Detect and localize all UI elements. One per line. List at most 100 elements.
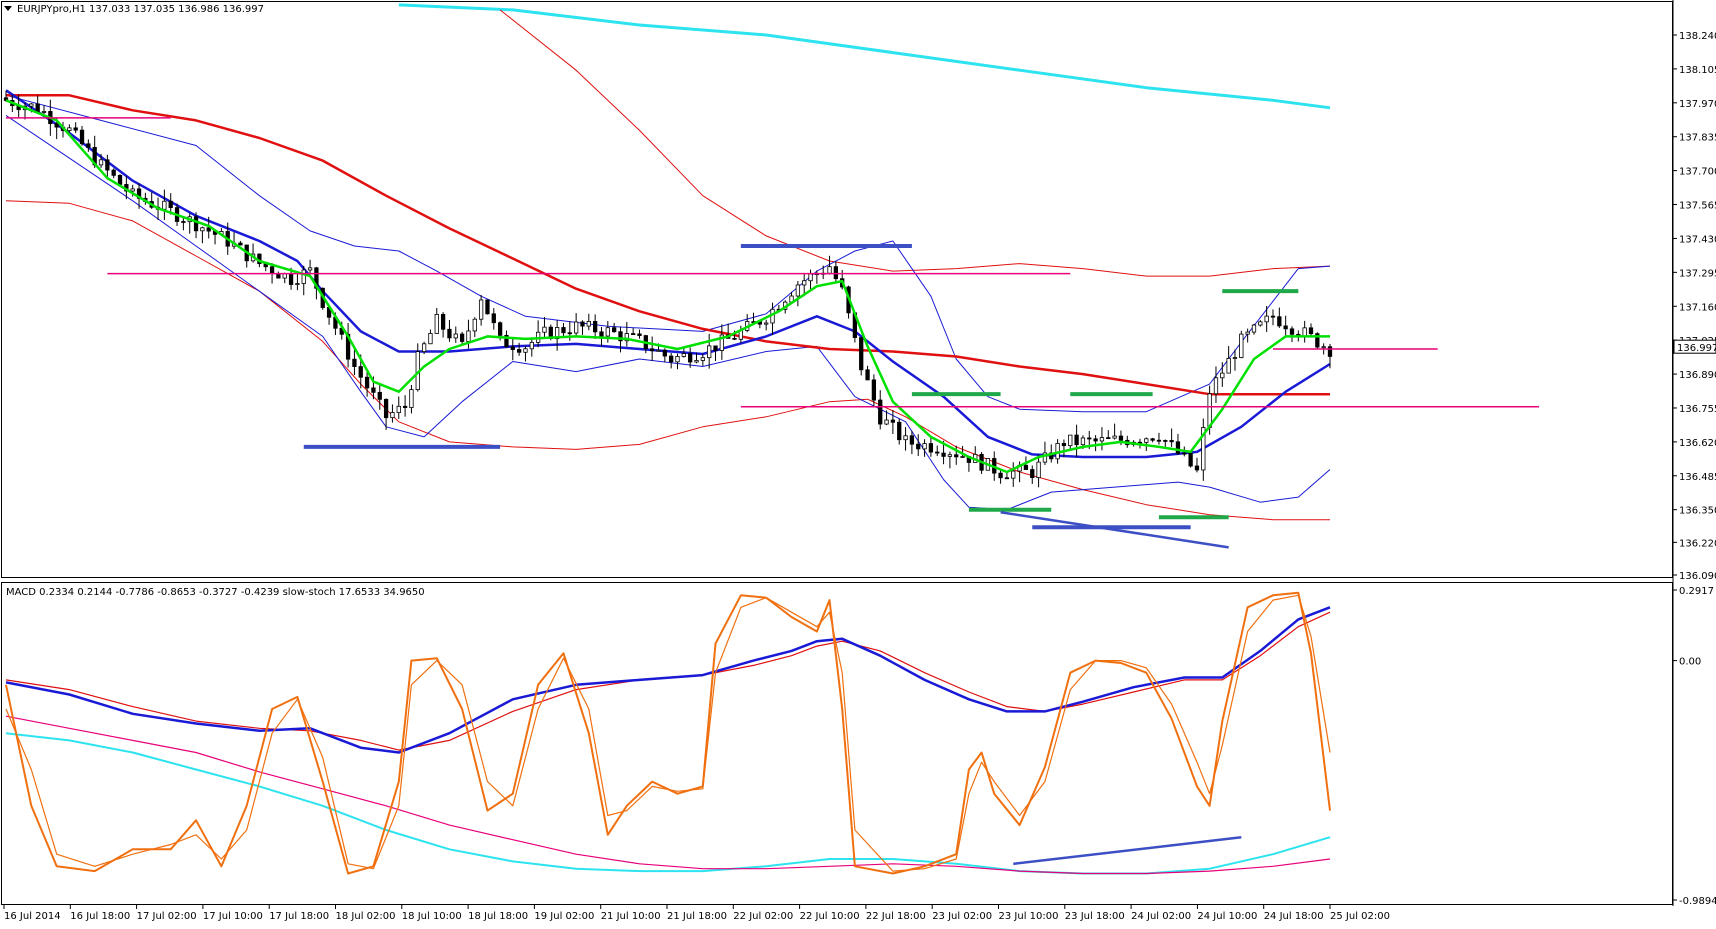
candle-body (554, 327, 560, 340)
x-tick-label: 24 Jul 10:00 (1197, 911, 1257, 922)
candle-body (421, 343, 427, 353)
candle-body (1030, 469, 1035, 478)
candle-body (1201, 427, 1206, 471)
candle-body (383, 398, 389, 419)
candle-body (181, 221, 186, 223)
candle-body (206, 227, 211, 232)
x-tick-label: 24 Jul 02:00 (1131, 911, 1191, 922)
candle-body (440, 314, 446, 330)
series-stoch-main-line (5, 591, 1331, 875)
x-tick-label: 18 Jul 02:00 (336, 911, 396, 922)
candle-body (618, 331, 623, 342)
candle-body (624, 333, 629, 342)
menu-triangle-icon[interactable] (4, 6, 12, 11)
x-tick-label: 17 Jul 10:00 (203, 911, 263, 922)
candle-body (497, 322, 503, 336)
price-trend-line[interactable] (1000, 510, 1229, 549)
bollinger-blue-lower-line (5, 114, 1331, 511)
series-slow-magenta-line (5, 715, 1331, 875)
candle-body (935, 451, 940, 454)
x-tick-label: 23 Jul 18:00 (1065, 911, 1125, 922)
candle-body (650, 348, 655, 352)
series-stoch-signal-line (5, 594, 1331, 872)
y-tick-label: 137.970 (1679, 99, 1716, 110)
candle-body (1258, 321, 1263, 326)
y-tick-label: 0.2917 (1679, 586, 1714, 597)
candle-body (662, 349, 667, 357)
indicator-trend-line[interactable] (1013, 835, 1242, 866)
candle-body (1302, 327, 1307, 337)
candle-body (1182, 452, 1187, 455)
candle-body (637, 333, 642, 336)
candle-body (1239, 333, 1244, 358)
candle-body (890, 419, 896, 423)
candle-body (1251, 324, 1257, 333)
candle-body (833, 266, 839, 280)
candle-body (694, 360, 699, 363)
x-axis-ticks: 16 Jul 2014 16 Jul 18:00 17 Jul 02:00 17 Ju… (3, 905, 1390, 922)
y-tick-label: 136.890 (1679, 370, 1716, 381)
y-tick-label: 136.350 (1679, 506, 1716, 517)
candle-body (1308, 327, 1314, 335)
candle-body (865, 369, 870, 381)
y-tick-label: -0.9894 (1679, 896, 1716, 907)
candle-body (1270, 315, 1276, 318)
candle-body (605, 327, 610, 337)
ema-long-line (398, 3, 1331, 110)
y-tick-label: 137.295 (1679, 268, 1716, 279)
x-tick-label: 21 Jul 10:00 (601, 911, 661, 922)
candle-body (1327, 346, 1333, 357)
candle-body (1112, 435, 1117, 439)
candle-body (1283, 325, 1288, 330)
candle-body (681, 353, 686, 357)
candle-body (466, 330, 471, 342)
candle-body (41, 111, 47, 113)
candle-body (402, 405, 408, 408)
candle-body (1194, 465, 1200, 471)
x-tick-label: 24 Jul 18:00 (1264, 911, 1324, 922)
candle-body (897, 421, 902, 441)
candle-body (168, 200, 173, 208)
candle-body (1232, 357, 1238, 359)
candle-body (371, 387, 376, 393)
candle-body (1023, 464, 1029, 470)
y-tick-label: 137.160 (1679, 302, 1716, 313)
y-tick-label: 136.485 (1679, 472, 1716, 483)
candle-body (947, 454, 953, 457)
candle-body (599, 331, 604, 337)
candle-body (827, 266, 832, 274)
candle-body (193, 216, 199, 232)
y-tick-label: 137.700 (1679, 167, 1716, 178)
candle-body (764, 322, 769, 325)
candle-body (301, 269, 306, 284)
candle-body (707, 345, 712, 359)
x-tick-label: 16 Jul 18:00 (70, 911, 130, 922)
candle-body (960, 456, 965, 458)
candle-body (1163, 440, 1168, 442)
x-tick-label: 22 Jul 10:00 (800, 911, 860, 922)
candle-body (1277, 316, 1282, 327)
candle-body (1315, 333, 1320, 348)
candle-body (1144, 438, 1149, 443)
candle-body (529, 341, 534, 350)
candle-body (631, 333, 636, 335)
x-tick-label: 16 Jul 2014 (4, 911, 61, 922)
candle-body (117, 174, 123, 185)
candle-body (612, 327, 617, 333)
candle-body (1220, 372, 1225, 379)
candle-body (878, 399, 883, 425)
candle-body (73, 127, 78, 131)
candle-body (29, 103, 34, 107)
y-tick-label: 137.835 (1679, 133, 1716, 144)
x-tick-label: 22 Jul 02:00 (733, 911, 793, 922)
candle-body (35, 103, 40, 113)
y-tick-label: 0.00 (1679, 657, 1701, 668)
level-lines (5, 99, 1540, 549)
candle-body (795, 284, 801, 297)
candle-body (86, 143, 91, 148)
candle-body (1074, 434, 1079, 446)
candle-body (1156, 439, 1162, 442)
candle-body (1321, 346, 1326, 349)
